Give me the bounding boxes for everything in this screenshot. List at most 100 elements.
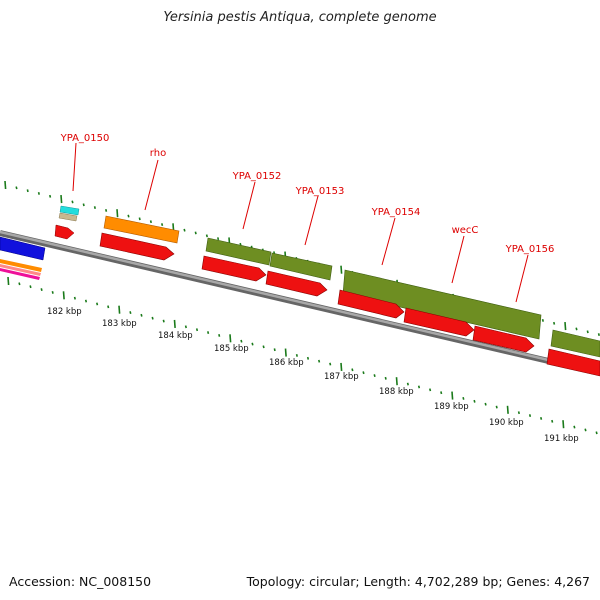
genome-backbone-highlight: [0, 230, 600, 374]
outer-major-tick: [4, 180, 7, 190]
cyan-feature[interactable]: [59, 205, 80, 216]
outer-major-tick: [116, 209, 119, 218]
ypa0150-cds[interactable]: [54, 224, 75, 240]
outer-minor-tick: [93, 206, 96, 210]
outer-minor-tick: [71, 200, 74, 204]
ypa0156-cds[interactable]: [472, 325, 535, 353]
inner-minor-tick: [18, 282, 21, 286]
leader-line-ypa0152: [242, 181, 256, 230]
inner-minor-tick: [140, 313, 143, 317]
inner-minor-tick: [162, 319, 165, 323]
inner-minor-tick: [251, 342, 254, 346]
outer-minor-tick: [553, 321, 556, 325]
gene-label-ypa0156: YPA_0156: [505, 244, 555, 255]
outer-minor-tick: [138, 217, 141, 221]
inner-minor-tick: [384, 376, 387, 380]
outer-minor-tick: [597, 333, 600, 337]
gene-label-wecc: wecC: [452, 225, 479, 236]
pink-feature-left[interactable]: [0, 264, 41, 276]
outer-minor-tick: [183, 228, 186, 232]
outer-minor-tick: [586, 330, 589, 334]
leader-line-wecc: [451, 235, 465, 284]
orange-feature-left-1[interactable]: [0, 259, 42, 272]
ypa0154-cds[interactable]: [337, 289, 405, 319]
gene-label-ypa0152: YPA_0152: [232, 171, 282, 182]
leader-line-ypa0153: [304, 195, 319, 246]
inner-minor-tick: [262, 345, 265, 349]
kbp-label-185: 185 kbp: [214, 344, 249, 354]
inner-minor-tick: [151, 316, 154, 320]
magenta-feature-left[interactable]: [0, 268, 40, 280]
inner-minor-tick: [528, 414, 532, 418]
inner-tick-ring: [7, 276, 598, 435]
ypa0152-gene[interactable]: [205, 237, 272, 266]
inner-minor-tick: [295, 354, 298, 357]
inner-major-tick: [340, 362, 343, 371]
inner-minor-tick: [129, 311, 132, 314]
inner-major-tick: [118, 305, 121, 314]
inner-minor-tick: [195, 328, 199, 332]
leader-line-rho: [144, 159, 159, 211]
outer-minor-tick: [49, 194, 52, 198]
inner-minor-tick: [462, 396, 465, 400]
ypa0152-cds[interactable]: [201, 255, 267, 282]
rho-gene[interactable]: [103, 215, 180, 244]
outer-minor-tick: [217, 237, 220, 241]
inner-minor-tick: [84, 299, 88, 303]
wecc-cds[interactable]: [403, 307, 475, 337]
inner-minor-tick: [495, 405, 498, 409]
ypa0153-cds[interactable]: [265, 270, 328, 297]
blue-feature[interactable]: [0, 236, 46, 261]
rho-cds[interactable]: [99, 232, 175, 261]
topology-summary-text: Topology: circular; Length: 4,702,289 bp…: [246, 574, 590, 589]
inner-major-tick: [173, 319, 176, 329]
inner-major-tick: [229, 334, 232, 343]
outer-major-tick: [564, 322, 567, 331]
ypa0153-gene[interactable]: [269, 252, 333, 281]
inner-minor-tick: [406, 382, 409, 386]
outer-minor-tick: [37, 192, 40, 195]
inner-minor-tick: [417, 385, 421, 389]
inner-major-tick: [284, 348, 287, 357]
outer-minor-tick: [82, 203, 85, 207]
outer-minor-tick: [541, 319, 544, 322]
inner-minor-tick: [73, 296, 76, 300]
ypa0154-wecc-gene[interactable]: [342, 269, 542, 340]
inner-major-tick: [451, 391, 454, 400]
kbp-label-191: 191 kbp: [544, 434, 579, 444]
inner-major-tick: [506, 405, 509, 414]
outer-major-tick: [60, 195, 63, 204]
kbp-label-187: 187 kbp: [324, 372, 359, 382]
inner-minor-tick: [207, 331, 210, 334]
outer-minor-tick: [127, 214, 130, 218]
inner-minor-tick: [473, 399, 476, 403]
gene-label-ypa0153: YPA_0153: [295, 186, 345, 197]
inner-minor-tick: [362, 371, 365, 375]
outer-minor-tick: [161, 223, 164, 226]
inner-minor-tick: [40, 288, 43, 292]
kbp-label-190: 190 kbp: [489, 418, 524, 428]
kbp-label-182: 182 kbp: [47, 307, 82, 317]
inner-major-tick: [395, 377, 398, 386]
inner-minor-tick: [429, 388, 432, 392]
inner-major-tick: [62, 291, 65, 300]
inner-minor-tick: [329, 362, 332, 366]
inner-minor-tick: [484, 402, 487, 406]
inner-minor-tick: [551, 419, 554, 423]
inner-minor-tick: [218, 333, 221, 337]
outer-minor-tick: [15, 186, 18, 190]
outer-minor-tick: [205, 234, 208, 238]
outer-minor-tick: [194, 231, 197, 235]
outer-major-tick: [340, 265, 343, 274]
kbp-label-183: 183 kbp: [102, 319, 137, 329]
olive-feature-right[interactable]: [550, 329, 600, 358]
inner-minor-tick: [517, 411, 520, 415]
inner-minor-tick: [273, 348, 276, 352]
inner-major-tick: [562, 420, 565, 429]
kbp-label-188: 188 kbp: [379, 387, 414, 397]
gene-label-ypa0150: YPA_0150: [60, 133, 110, 144]
kbp-label-189: 189 kbp: [434, 402, 469, 412]
tan-feature[interactable]: [58, 212, 78, 222]
red-feature-right[interactable]: [546, 348, 600, 377]
gene-label-rho: rho: [150, 148, 166, 159]
